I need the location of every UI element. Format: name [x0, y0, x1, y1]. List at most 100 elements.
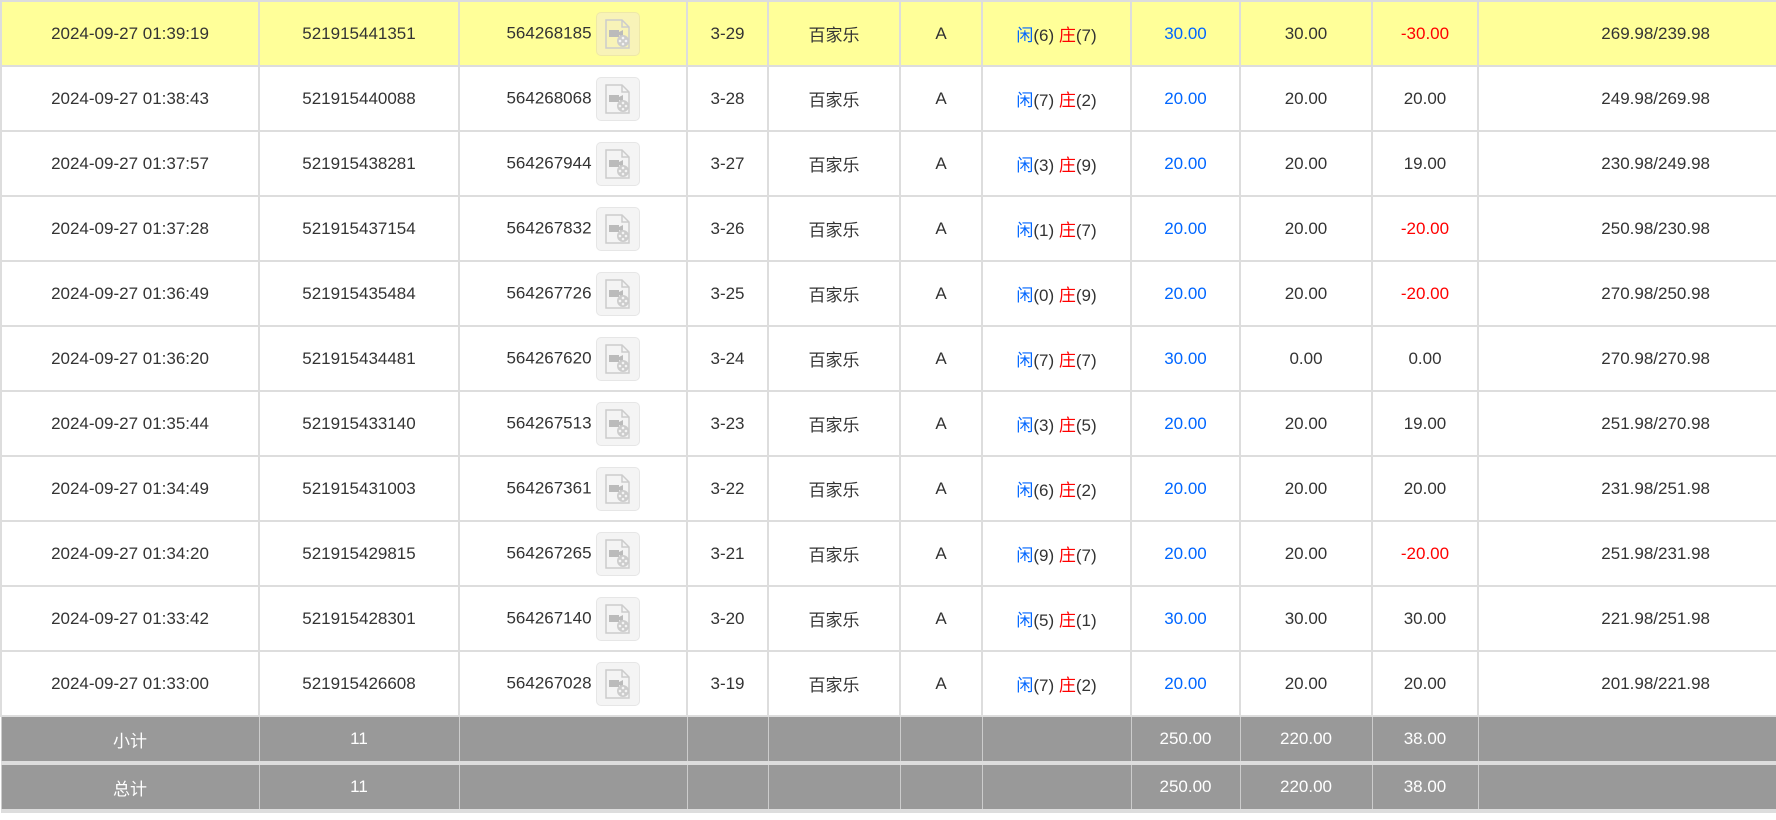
player-points: (5) [1033, 611, 1055, 630]
result-cell: 闲(9) 庄(7) [981, 520, 1132, 587]
round-id: 564268068 [506, 87, 592, 107]
player-label: 闲 [1016, 26, 1034, 45]
game-name: 百家乐 [767, 65, 901, 132]
bet-amount: 20.00 [1130, 650, 1241, 717]
player-label: 闲 [1016, 611, 1034, 630]
bet-time: 2024-09-27 01:35:44 [0, 390, 260, 457]
win-loss: 20.00 [1371, 650, 1479, 717]
table-row: 2024-09-27 01:36:49 521915435484 564267726… [0, 260, 1776, 327]
video-file-icon[interactable] [595, 661, 640, 706]
empty-cell [899, 716, 983, 765]
result-cell: 闲(7) 庄(2) [981, 65, 1132, 132]
total-row: 总计 11 250.00 220.00 38.00 [0, 763, 1776, 813]
banker-points: (9) [1075, 156, 1097, 175]
win-loss: -30.00 [1371, 0, 1479, 67]
summary-label: 总计 [0, 763, 260, 813]
banker-points: (7) [1075, 546, 1097, 565]
bet-amount: 20.00 [1130, 455, 1241, 522]
round-cell: 564267944 [458, 130, 688, 197]
bet-id: 521915440088 [258, 65, 460, 132]
summary-valid: 220.00 [1239, 716, 1373, 765]
bet-amount: 20.00 [1130, 390, 1241, 457]
banker-points: (2) [1075, 481, 1097, 500]
summary-count: 11 [258, 763, 460, 813]
bet-id: 521915438281 [258, 130, 460, 197]
player-points: (3) [1033, 156, 1055, 175]
round-cell: 564267361 [458, 455, 688, 522]
round-cell: 564267726 [458, 260, 688, 327]
banker-label: 庄 [1058, 26, 1076, 45]
table-name: A [899, 520, 983, 587]
bet-amount: 30.00 [1130, 0, 1241, 67]
bet-amount: 30.00 [1130, 585, 1241, 652]
valid-bet: 20.00 [1239, 65, 1373, 132]
shoe-number: 3-24 [686, 325, 769, 392]
video-file-icon[interactable] [595, 531, 640, 576]
round-id: 564267513 [506, 412, 592, 432]
table-name: A [899, 65, 983, 132]
bet-amount: 20.00 [1130, 260, 1241, 327]
valid-bet: 20.00 [1239, 130, 1373, 197]
bet-time: 2024-09-27 01:39:19 [0, 0, 260, 67]
video-file-icon[interactable] [595, 206, 640, 251]
banker-label: 庄 [1058, 351, 1076, 370]
empty-cell [981, 763, 1132, 813]
table-row: 2024-09-27 01:39:19 521915441351 564268185… [0, 0, 1776, 67]
video-file-icon[interactable] [595, 401, 640, 446]
table-row: 2024-09-27 01:33:00 521915426608 564267028… [0, 650, 1776, 717]
player-label: 闲 [1016, 546, 1034, 565]
bet-id: 521915426608 [258, 650, 460, 717]
table-name: A [899, 650, 983, 717]
subtotal-row: 小计 11 250.00 220.00 38.00 [0, 716, 1776, 765]
banker-label: 庄 [1058, 91, 1076, 110]
video-file-icon[interactable] [595, 271, 640, 316]
bet-time: 2024-09-27 01:37:28 [0, 195, 260, 262]
game-name: 百家乐 [767, 390, 901, 457]
video-file-icon[interactable] [595, 336, 640, 381]
bet-id: 521915441351 [258, 0, 460, 67]
valid-bet: 20.00 [1239, 390, 1373, 457]
table-name: A [899, 130, 983, 197]
game-name: 百家乐 [767, 0, 901, 67]
summary-count: 11 [258, 716, 460, 765]
bet-time: 2024-09-27 01:36:20 [0, 325, 260, 392]
video-file-icon[interactable] [595, 596, 640, 641]
result-cell: 闲(5) 庄(1) [981, 585, 1132, 652]
banker-label: 庄 [1058, 286, 1076, 305]
table-name: A [899, 0, 983, 67]
game-name: 百家乐 [767, 325, 901, 392]
valid-bet: 0.00 [1239, 325, 1373, 392]
shoe-number: 3-23 [686, 390, 769, 457]
empty-cell [458, 763, 688, 813]
banker-points: (1) [1075, 611, 1097, 630]
player-label: 闲 [1016, 481, 1034, 500]
round-id: 564267832 [506, 217, 592, 237]
video-file-icon[interactable] [595, 141, 640, 186]
video-file-icon[interactable] [595, 466, 640, 511]
video-file-icon[interactable] [595, 76, 640, 121]
result-cell: 闲(6) 庄(2) [981, 455, 1132, 522]
video-file-icon[interactable] [595, 11, 640, 56]
round-cell: 564268068 [458, 65, 688, 132]
bet-id: 521915428301 [258, 585, 460, 652]
player-points: (6) [1033, 481, 1055, 500]
game-name: 百家乐 [767, 585, 901, 652]
win-loss: 20.00 [1371, 455, 1479, 522]
round-id: 564267028 [506, 672, 592, 692]
empty-cell [1477, 716, 1776, 765]
table-name: A [899, 195, 983, 262]
shoe-number: 3-27 [686, 130, 769, 197]
player-points: (7) [1033, 91, 1055, 110]
game-name: 百家乐 [767, 520, 901, 587]
round-cell: 564267620 [458, 325, 688, 392]
round-cell: 564268185 [458, 0, 688, 67]
table-row: 2024-09-27 01:37:57 521915438281 564267944… [0, 130, 1776, 197]
shoe-number: 3-19 [686, 650, 769, 717]
player-points: (7) [1033, 676, 1055, 695]
bet-time: 2024-09-27 01:33:00 [0, 650, 260, 717]
win-loss: -20.00 [1371, 195, 1479, 262]
round-id: 564267265 [506, 542, 592, 562]
shoe-number: 3-26 [686, 195, 769, 262]
bet-time: 2024-09-27 01:37:57 [0, 130, 260, 197]
